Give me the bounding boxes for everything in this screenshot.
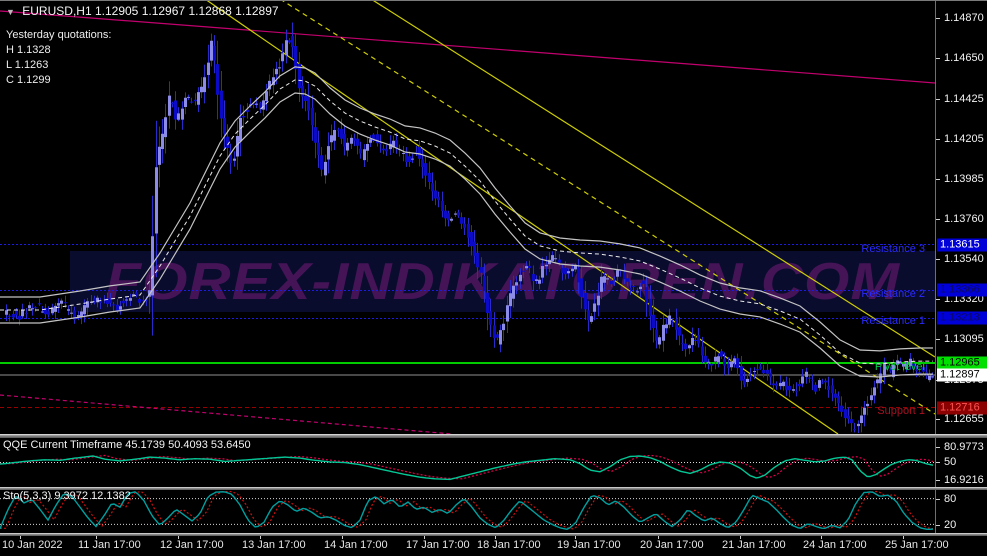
time-axis-label: 25 Jan 17:00 bbox=[885, 539, 949, 551]
level-label: Pivot level bbox=[874, 361, 925, 373]
price-axis-tick bbox=[936, 139, 940, 140]
panel-separator[interactable] bbox=[0, 533, 987, 536]
resistance-1-tag: 1.13213 bbox=[937, 311, 987, 325]
time-axis-tick bbox=[903, 536, 904, 539]
time-axis-tick bbox=[740, 536, 741, 539]
time-axis-label: 13 Jan 17:00 bbox=[242, 539, 306, 551]
price-axis-tick bbox=[936, 18, 940, 19]
price-axis-tick bbox=[936, 299, 940, 300]
price-axis-tick bbox=[936, 419, 940, 420]
main-chart-canvas[interactable] bbox=[0, 1, 936, 434]
candles bbox=[5, 22, 934, 433]
price-axis-tick bbox=[936, 58, 940, 59]
time-axis-label: 12 Jan 17:00 bbox=[160, 539, 224, 551]
indicator-main-line bbox=[0, 491, 934, 531]
resistance-3-tag: 1.13615 bbox=[937, 238, 987, 252]
price-axis-tick bbox=[936, 339, 940, 340]
time-axis-label: 14 Jan 17:00 bbox=[324, 539, 388, 551]
indicator-axis-tick bbox=[936, 480, 940, 481]
yesterday-high: H 1.1328 bbox=[6, 44, 51, 56]
price-axis-tick bbox=[936, 99, 940, 100]
stochastic-indicator-canvas[interactable] bbox=[0, 490, 936, 533]
time-axis-label: 19 Jan 17:00 bbox=[557, 539, 621, 551]
price-axis-tick bbox=[936, 179, 940, 180]
quote-close: 1.12897 bbox=[235, 4, 279, 18]
indicator-axis-label: 20 bbox=[944, 519, 957, 531]
stochastic-panel-title: Sto(5,3,3) 9.3972 12.1382 bbox=[3, 490, 131, 502]
indicator-axis-label: 80.9773 bbox=[944, 441, 984, 453]
price-axis-label: 1.14870 bbox=[944, 12, 984, 24]
yesterday-title: Yesterday quotations: bbox=[6, 29, 112, 41]
quote-high: 1.12967 bbox=[141, 4, 186, 18]
yellow-channel-b-trendline[interactable] bbox=[371, 1, 936, 358]
time-axis-label: 18 Jan 17:00 bbox=[477, 539, 541, 551]
quote-low: 1.12868 bbox=[188, 4, 232, 18]
indicator-axis-tick bbox=[936, 462, 940, 463]
time-axis-tick bbox=[821, 536, 822, 539]
time-axis-label: 24 Jan 17:00 bbox=[803, 539, 867, 551]
indicator-main-line bbox=[0, 455, 934, 481]
qqe-panel-title: QQE Current Timeframe 45.1739 50.4093 53… bbox=[3, 439, 251, 451]
symbol-timeframe-label: EURUSD,H1 bbox=[22, 4, 92, 18]
price-axis-label: 1.14205 bbox=[944, 133, 984, 145]
time-axis-tick bbox=[658, 536, 659, 539]
indicator-axis-tick bbox=[936, 447, 940, 448]
price-axis-tick bbox=[936, 259, 940, 260]
price-axis-label: 1.14650 bbox=[944, 52, 984, 64]
time-axis-tick bbox=[260, 536, 261, 539]
price-axis-label: 1.13540 bbox=[944, 253, 984, 265]
chart-title-bar: ▼ EURUSD,H1 1.12905 1.12967 1.12868 1.12… bbox=[6, 4, 279, 18]
yesterday-low: L 1.1263 bbox=[6, 59, 49, 71]
time-axis-tick bbox=[178, 536, 179, 539]
panel-separator[interactable] bbox=[0, 434, 987, 438]
support-1-tag: 1.12716 bbox=[937, 401, 987, 415]
quote-open: 1.12905 bbox=[94, 4, 139, 18]
price-axis-label: 1.13095 bbox=[944, 333, 984, 345]
indicator-axis-label: 16.9216 bbox=[944, 474, 984, 486]
level-label: Resistance 3 bbox=[861, 243, 925, 255]
time-axis-tick bbox=[495, 536, 496, 539]
yesterday-close: C 1.1299 bbox=[6, 74, 51, 86]
time-axis-label: 17 Jan 17:00 bbox=[406, 539, 470, 551]
level-label: Support 1 bbox=[877, 405, 925, 417]
price-axis-label: 1.13760 bbox=[944, 213, 984, 225]
time-axis-label: 11 Jan 17:00 bbox=[78, 539, 141, 551]
watermark-banner: FOREX-INDIKATOREN.COM bbox=[70, 251, 936, 312]
indicator-signal-line bbox=[0, 490, 934, 530]
price-axis-label: 1.14425 bbox=[944, 93, 984, 105]
indicator-axis-tick bbox=[936, 499, 940, 500]
chevron-down-icon[interactable]: ▼ bbox=[6, 7, 15, 17]
indicator-axis-tick bbox=[936, 525, 940, 526]
current-price-tag: 1.12897 bbox=[937, 368, 987, 382]
magenta-descending-trendline[interactable] bbox=[0, 10, 936, 84]
time-axis-label: 21 Jan 17:00 bbox=[722, 539, 786, 551]
price-axis-label: 1.13985 bbox=[944, 173, 984, 185]
price-axis-tick bbox=[936, 219, 940, 220]
level-label: Resistance 2 bbox=[861, 288, 925, 300]
yesterday-quotations: Yesterday quotations: H 1.1328 L 1.1263 … bbox=[6, 28, 111, 88]
resistance-2-tag: 1.13366 bbox=[937, 283, 987, 297]
price-axis-label: 1.12655 bbox=[944, 413, 984, 425]
panel-separator[interactable] bbox=[0, 487, 987, 490]
time-axis-tick bbox=[96, 536, 97, 539]
level-label: Resistance 1 bbox=[861, 315, 925, 327]
pivot-tag: 1.12965 bbox=[937, 356, 987, 370]
yellow-channel-dashed-trendline[interactable] bbox=[280, 1, 936, 415]
time-axis-tick bbox=[20, 536, 21, 539]
indicator-axis-label: 80 bbox=[944, 493, 957, 505]
time-axis-tick bbox=[575, 536, 576, 539]
indicator-axis-label: 50 bbox=[944, 456, 957, 468]
magenta-dashed-lower-trendline[interactable] bbox=[0, 394, 453, 434]
time-axis-tick bbox=[342, 536, 343, 539]
time-axis-label: 20 Jan 17:00 bbox=[640, 539, 704, 551]
qqe-indicator-canvas[interactable] bbox=[0, 438, 936, 487]
time-axis-tick bbox=[424, 536, 425, 539]
time-axis-label: 10 Jan 2022 bbox=[2, 539, 63, 551]
watermark-text: FOREX-INDIKATOREN.COM bbox=[105, 252, 901, 311]
ma-envelope bbox=[0, 66, 933, 378]
price-axis-divider bbox=[935, 1, 936, 536]
